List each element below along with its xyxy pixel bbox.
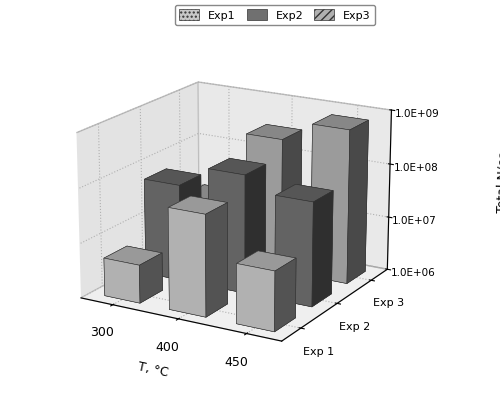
Legend: Exp1, Exp2, Exp3: Exp1, Exp2, Exp3 [174,6,376,26]
X-axis label: T, °C: T, °C [136,359,170,378]
